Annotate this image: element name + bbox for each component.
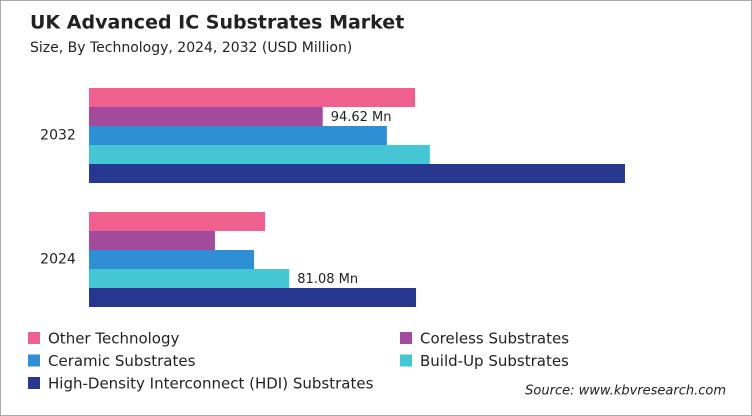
data-label: 81.08 Mn	[297, 272, 358, 287]
bar	[89, 231, 215, 250]
source: Source: www.kbvresearch.com	[525, 384, 726, 399]
bar	[89, 126, 387, 145]
legend-label: High-Density Interconnect (HDI) Substrat…	[48, 375, 374, 393]
bar	[89, 164, 625, 183]
legend-label: Coreless Substrates	[420, 330, 569, 348]
legend-swatch	[400, 332, 412, 344]
legend-label: Build-Up Substrates	[420, 352, 569, 370]
data-label: 94.62 Mn	[331, 110, 392, 125]
label-background	[324, 107, 395, 126]
chart-subtitle: Size, By Technology, 2024, 2032 (USD Mil…	[30, 40, 352, 56]
chart-title: UK Advanced IC Substrates Market	[30, 12, 404, 34]
y-tick-label: 2032	[40, 128, 76, 144]
bar	[89, 212, 266, 231]
bar	[89, 107, 323, 126]
legend-label: Ceramic Substrates	[48, 352, 196, 370]
y-tick-label: 2024	[40, 252, 76, 268]
legend-label: Other Technology	[48, 330, 180, 348]
bar	[89, 145, 430, 164]
bar	[89, 269, 290, 288]
legend-swatch	[28, 332, 40, 344]
legend-swatch	[28, 354, 40, 367]
legend-swatch	[28, 377, 40, 389]
bar	[89, 288, 417, 307]
legend-swatch	[400, 354, 412, 367]
bar	[89, 88, 416, 107]
bar	[89, 250, 254, 269]
label-background	[291, 269, 362, 288]
